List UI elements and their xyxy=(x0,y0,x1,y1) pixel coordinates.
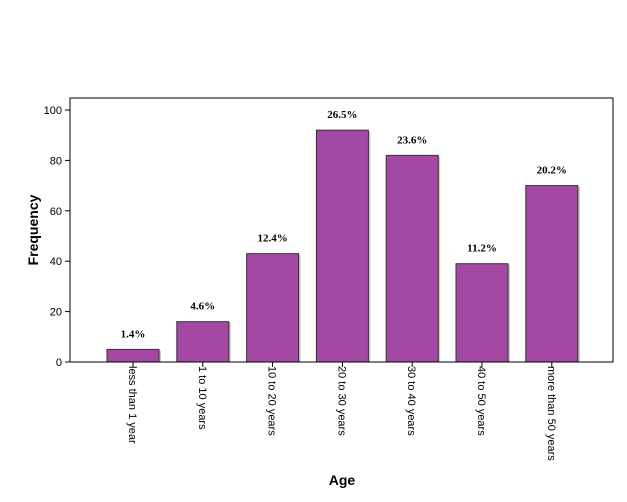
bar-data-label: 26.5% xyxy=(327,109,357,121)
x-axis-title: Age xyxy=(329,472,356,488)
bar-data-label: 4.6% xyxy=(190,301,215,313)
x-tick-label: more than 50 years xyxy=(545,366,557,461)
x-tick-label: 1 to 10 years xyxy=(196,366,208,430)
y-tick-label: 40 xyxy=(50,256,62,268)
y-tick-label: 100 xyxy=(44,105,62,117)
y-tick-label: 20 xyxy=(50,307,62,319)
x-tick-label: 40 to 50 years xyxy=(475,366,487,436)
bar-data-label: 12.4% xyxy=(257,233,287,245)
bar xyxy=(176,321,230,363)
y-axis-title: Frequency xyxy=(25,194,41,265)
y-tick-label: 0 xyxy=(56,357,62,369)
bars-group: 1.4% 4.6% 12.4% 26.5% 23.6% 11.2% 20.2% xyxy=(106,109,580,363)
y-axis: 0 20 40 60 80 100 xyxy=(44,105,70,369)
bar-data-label: 20.2% xyxy=(537,165,567,177)
x-tick-label: less than 1 year xyxy=(126,366,138,444)
bar xyxy=(525,185,579,363)
x-tick-label: 30 to 40 years xyxy=(405,366,417,436)
bar xyxy=(455,263,509,363)
bar xyxy=(246,253,300,363)
x-tick-label: 20 to 30 years xyxy=(335,366,347,436)
bar-data-label: 1.4% xyxy=(121,328,146,340)
x-axis: less than 1 year 1 to 10 years 10 to 20 ye… xyxy=(126,362,557,461)
bar xyxy=(385,154,439,363)
bar xyxy=(106,348,160,363)
y-tick-label: 80 xyxy=(50,155,62,167)
y-tick-label: 60 xyxy=(50,206,62,218)
bar xyxy=(315,129,369,363)
bar-data-label: 11.2% xyxy=(467,243,497,255)
x-tick-label: 10 to 20 years xyxy=(266,366,278,436)
plot-frame xyxy=(69,97,614,363)
bar-data-label: 23.6% xyxy=(397,134,427,146)
